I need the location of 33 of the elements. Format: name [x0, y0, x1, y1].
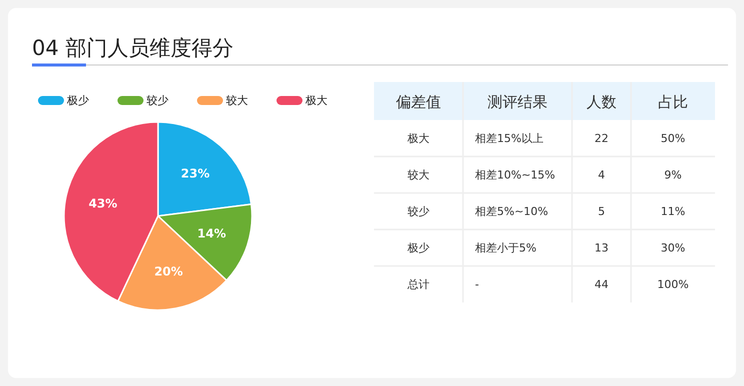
text: 总计: [408, 278, 430, 291]
category-label: 偏差值: [396, 93, 441, 111]
text: 较少: [408, 205, 430, 218]
text: 11%: [660, 205, 686, 218]
text: 50%: [660, 132, 686, 145]
text: 44: [594, 278, 608, 291]
text: 22: [594, 132, 608, 145]
text: 30%: [660, 242, 686, 254]
text: 9%: [664, 168, 682, 182]
text: -: [475, 278, 479, 291]
category-label: 人数: [586, 93, 616, 111]
legend-label: 较大: [226, 94, 248, 107]
text: 13: [594, 242, 608, 254]
data-label: 14%: [197, 226, 226, 240]
data-label: 43%: [88, 196, 118, 211]
category-label: 占比: [658, 93, 688, 111]
category-label: 测评结果: [488, 93, 548, 111]
text: 相差15%以上: [475, 132, 544, 145]
legend-label: 较少: [146, 94, 168, 107]
text: 100%: [657, 278, 689, 291]
data-label: 23%: [180, 166, 210, 181]
text: 相差5%~10%: [475, 205, 548, 218]
text: 相差10%~15%: [475, 168, 556, 182]
text: 4: [598, 168, 605, 182]
text: 5: [598, 205, 605, 218]
text: 极少: [408, 242, 430, 254]
chart-title: 04 部门人员维度得分: [32, 36, 234, 60]
text: 相差小于5%: [475, 242, 536, 254]
text: 极大: [408, 132, 430, 145]
text: 较大: [408, 168, 430, 182]
legend-label: 极大: [304, 94, 328, 107]
data-label: 20%: [154, 264, 183, 278]
legend-label: 极少: [66, 94, 89, 107]
